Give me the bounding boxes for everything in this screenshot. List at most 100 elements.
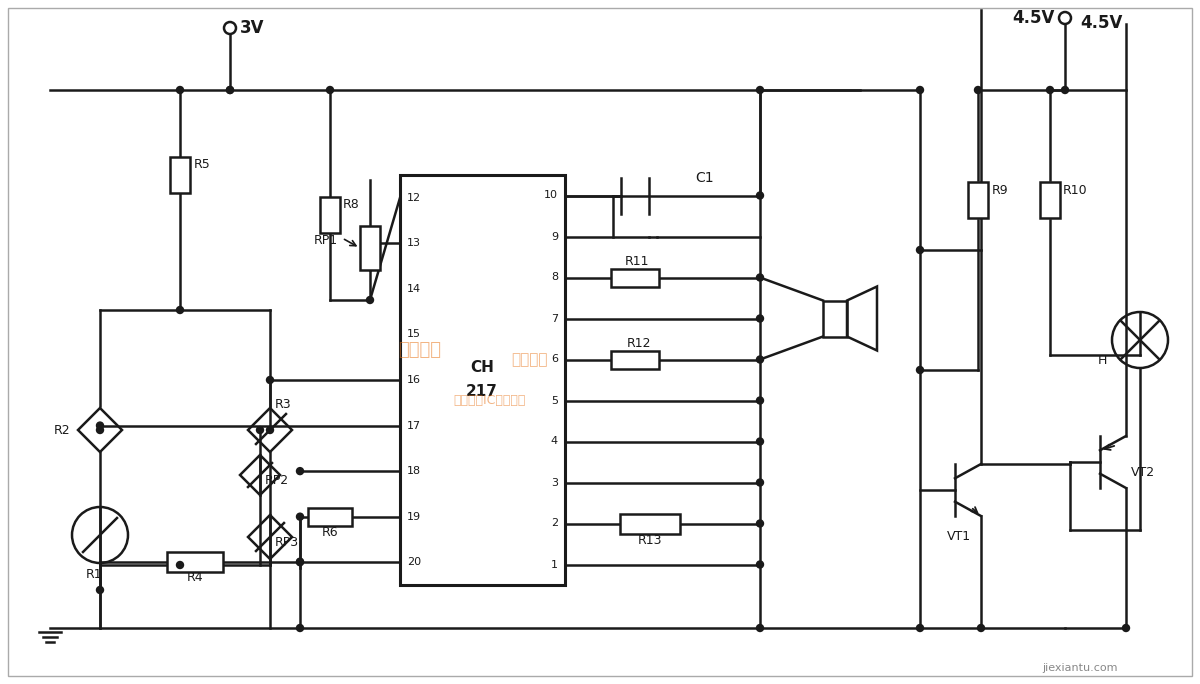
Text: R2: R2: [53, 423, 70, 436]
Circle shape: [756, 624, 763, 631]
Circle shape: [176, 86, 184, 94]
Polygon shape: [278, 414, 286, 422]
Circle shape: [917, 367, 924, 373]
Text: jiexiantu.com: jiexiantu.com: [1043, 663, 1117, 673]
Text: 9: 9: [551, 231, 558, 241]
Text: C1: C1: [695, 170, 714, 185]
Circle shape: [366, 296, 373, 304]
Text: 5: 5: [551, 395, 558, 406]
Text: 4.5V: 4.5V: [1013, 9, 1055, 27]
Text: 13: 13: [407, 238, 421, 248]
Text: 19: 19: [407, 512, 421, 522]
Text: R13: R13: [637, 534, 662, 547]
Text: 16: 16: [407, 375, 421, 385]
Circle shape: [326, 86, 334, 94]
Text: R4: R4: [187, 571, 203, 584]
Polygon shape: [264, 463, 272, 471]
Circle shape: [296, 513, 304, 520]
Text: 电子市场: 电子市场: [511, 352, 548, 367]
Text: 3: 3: [551, 477, 558, 488]
Text: R6: R6: [322, 526, 338, 539]
Circle shape: [756, 561, 763, 568]
Circle shape: [756, 397, 763, 404]
Bar: [360, 226, 380, 270]
Text: R8: R8: [343, 198, 360, 211]
Circle shape: [257, 427, 264, 434]
Circle shape: [96, 422, 103, 429]
Text: 1: 1: [551, 560, 558, 570]
Circle shape: [917, 86, 924, 94]
Text: 15: 15: [407, 330, 421, 339]
Text: 6: 6: [551, 354, 558, 365]
Text: 217: 217: [466, 384, 498, 399]
Circle shape: [978, 624, 984, 631]
Circle shape: [266, 427, 274, 434]
Circle shape: [756, 438, 763, 445]
Circle shape: [917, 246, 924, 254]
Text: RP2: RP2: [265, 473, 289, 486]
Bar: [620, 514, 680, 534]
Text: 4: 4: [551, 436, 558, 447]
Bar: [1040, 182, 1060, 218]
Circle shape: [1046, 86, 1054, 94]
Circle shape: [756, 479, 763, 486]
Text: 3V: 3V: [240, 19, 264, 37]
Circle shape: [974, 86, 982, 94]
Circle shape: [756, 356, 763, 363]
Text: 18: 18: [407, 466, 421, 476]
Bar: [167, 552, 223, 572]
Text: 杭州经库: 杭州经库: [398, 341, 442, 359]
Circle shape: [176, 562, 184, 568]
Text: 10: 10: [544, 191, 558, 200]
Text: R5: R5: [194, 159, 211, 172]
Text: VT2: VT2: [1132, 466, 1156, 479]
Circle shape: [756, 274, 763, 281]
Circle shape: [296, 468, 304, 475]
Text: 7: 7: [551, 313, 558, 324]
Text: 20: 20: [407, 557, 421, 567]
Text: R11: R11: [625, 255, 649, 268]
Circle shape: [227, 86, 234, 94]
Circle shape: [756, 86, 763, 94]
Bar: [170, 157, 190, 193]
Text: R12: R12: [628, 337, 652, 350]
Text: R3: R3: [275, 397, 292, 410]
Text: 8: 8: [551, 272, 558, 282]
Bar: [320, 197, 340, 233]
Text: CH: CH: [470, 360, 494, 376]
Text: R9: R9: [992, 183, 1009, 196]
Bar: [400, 175, 565, 585]
Polygon shape: [276, 523, 284, 531]
Circle shape: [96, 586, 103, 594]
Circle shape: [756, 315, 763, 322]
Circle shape: [266, 376, 274, 384]
Circle shape: [756, 520, 763, 527]
Circle shape: [227, 86, 234, 94]
Bar: [611, 350, 659, 369]
Bar: [611, 269, 659, 287]
Circle shape: [96, 427, 103, 434]
Text: 12: 12: [407, 193, 421, 202]
Circle shape: [296, 624, 304, 631]
Text: H: H: [1098, 354, 1108, 367]
Text: R1: R1: [85, 568, 102, 581]
Text: R10: R10: [1063, 183, 1087, 196]
Text: 14: 14: [407, 284, 421, 294]
Text: 全球最大IC采购网站: 全球最大IC采购网站: [454, 393, 526, 406]
Circle shape: [1062, 86, 1068, 94]
Circle shape: [1122, 624, 1129, 631]
Bar: [308, 508, 352, 526]
Circle shape: [296, 558, 304, 565]
Circle shape: [176, 306, 184, 313]
Polygon shape: [109, 518, 118, 526]
Text: 4.5V: 4.5V: [1080, 14, 1122, 32]
Text: VT1: VT1: [947, 529, 971, 542]
Text: RP1: RP1: [314, 233, 338, 246]
Text: RP3: RP3: [275, 536, 299, 549]
Circle shape: [756, 192, 763, 199]
Bar: [823, 300, 847, 337]
Bar: [968, 182, 988, 218]
Text: 17: 17: [407, 421, 421, 430]
Circle shape: [917, 624, 924, 631]
Circle shape: [296, 559, 304, 566]
